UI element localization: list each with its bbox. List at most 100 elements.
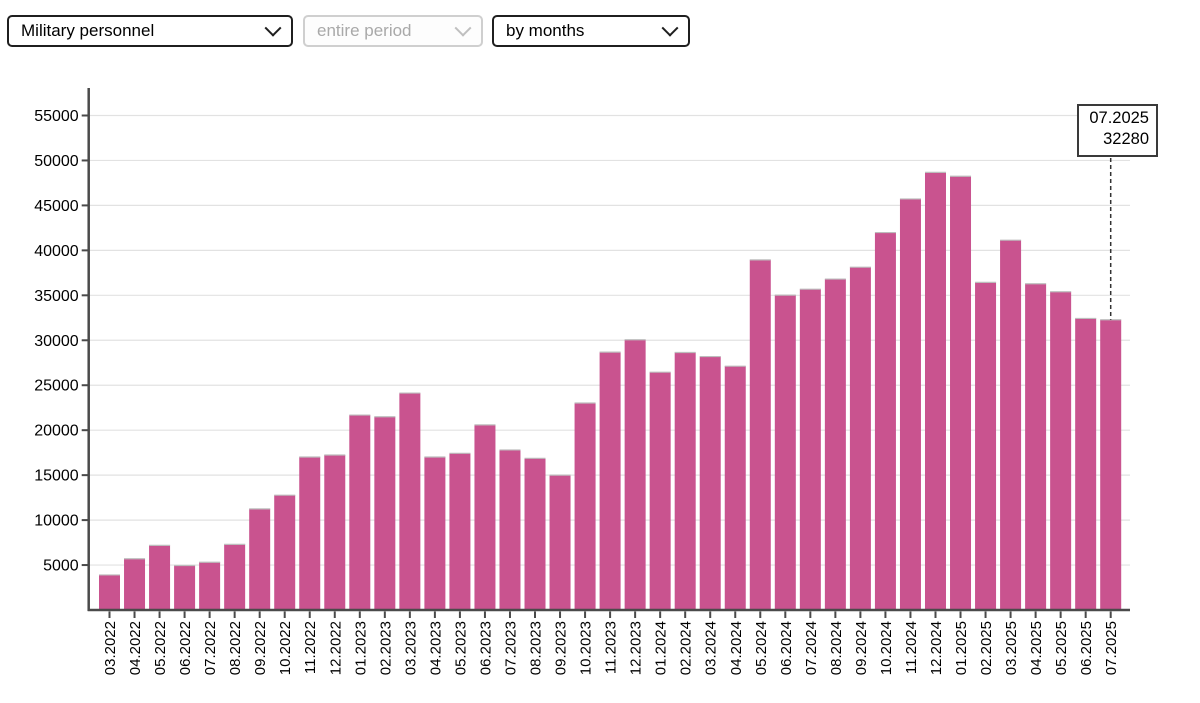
bar[interactable] bbox=[399, 393, 421, 610]
x-tick-label: 04.2022 bbox=[127, 621, 144, 675]
x-tick-label: 10.2023 bbox=[578, 621, 595, 675]
x-tick-label: 02.2025 bbox=[978, 621, 995, 675]
bar[interactable] bbox=[449, 453, 471, 610]
bar[interactable] bbox=[975, 282, 997, 610]
x-tick-label: 12.2024 bbox=[928, 621, 945, 675]
bar[interactable] bbox=[424, 456, 446, 610]
tooltip-date: 07.2025 bbox=[1089, 109, 1149, 127]
x-tick-label: 04.2023 bbox=[427, 621, 444, 675]
x-tick-label: 03.2022 bbox=[102, 621, 119, 675]
x-tick-label: 06.2022 bbox=[177, 621, 194, 675]
x-tick-label: 04.2024 bbox=[728, 621, 745, 675]
bar[interactable] bbox=[649, 372, 671, 610]
bar[interactable] bbox=[274, 495, 296, 610]
x-tick-label: 03.2024 bbox=[703, 621, 720, 675]
y-tick-label: 35000 bbox=[34, 288, 79, 305]
bar[interactable] bbox=[699, 356, 721, 610]
x-tick-label: 07.2025 bbox=[1103, 621, 1120, 675]
x-tick-label: 08.2023 bbox=[528, 621, 545, 675]
x-tick-label: 06.2023 bbox=[477, 621, 494, 675]
bar[interactable] bbox=[1000, 240, 1022, 610]
bar[interactable] bbox=[349, 415, 371, 610]
x-tick-label: 09.2024 bbox=[853, 621, 870, 675]
dataset-select-value: Military personnel bbox=[21, 21, 155, 40]
bar[interactable] bbox=[124, 558, 146, 610]
y-tick-label: 25000 bbox=[34, 378, 79, 395]
x-tick-label: 12.2022 bbox=[327, 621, 344, 675]
bar[interactable] bbox=[374, 416, 396, 610]
y-tick-label: 55000 bbox=[34, 108, 79, 125]
x-tick-label: 03.2023 bbox=[402, 621, 419, 675]
x-tick-label: 07.2022 bbox=[202, 621, 219, 675]
x-tick-label: 07.2024 bbox=[803, 621, 820, 675]
bar[interactable] bbox=[499, 449, 521, 610]
bar[interactable] bbox=[624, 339, 646, 610]
x-tick-label: 10.2024 bbox=[878, 621, 895, 675]
x-tick-label: 05.2024 bbox=[753, 621, 770, 675]
x-tick-label: 01.2023 bbox=[352, 621, 369, 675]
x-tick-label: 05.2023 bbox=[452, 621, 469, 675]
bar[interactable] bbox=[149, 545, 171, 610]
x-tick-label: 07.2023 bbox=[502, 621, 519, 675]
bar[interactable] bbox=[224, 544, 246, 610]
bar[interactable] bbox=[874, 232, 896, 610]
bar[interactable] bbox=[1075, 318, 1097, 610]
bar[interactable] bbox=[1025, 283, 1047, 610]
y-tick-label: 30000 bbox=[34, 333, 79, 350]
bar[interactable] bbox=[924, 172, 946, 610]
bar[interactable] bbox=[799, 289, 821, 610]
bar[interactable] bbox=[1050, 291, 1072, 610]
bar[interactable] bbox=[1100, 319, 1122, 610]
x-tick-label: 04.2025 bbox=[1028, 621, 1045, 675]
x-tick-label: 06.2025 bbox=[1078, 621, 1095, 675]
bar[interactable] bbox=[674, 352, 696, 610]
bar[interactable] bbox=[174, 565, 196, 610]
bar[interactable] bbox=[524, 458, 546, 610]
y-tick-label: 20000 bbox=[34, 423, 79, 440]
y-tick-label: 15000 bbox=[34, 468, 79, 485]
granularity-select[interactable]: by months bbox=[492, 15, 690, 47]
bar[interactable] bbox=[549, 475, 571, 610]
y-tick-label: 40000 bbox=[34, 243, 79, 260]
x-tick-label: 11.2022 bbox=[302, 621, 319, 674]
x-tick-label: 11.2024 bbox=[903, 621, 920, 674]
y-tick-label: 45000 bbox=[34, 198, 79, 215]
x-tick-label: 09.2023 bbox=[553, 621, 570, 675]
x-tick-label: 05.2022 bbox=[152, 621, 169, 675]
x-tick-label: 02.2024 bbox=[678, 621, 695, 675]
bar[interactable] bbox=[299, 456, 321, 610]
period-select-value: entire period bbox=[317, 21, 412, 40]
bar[interactable] bbox=[824, 279, 846, 610]
bar[interactable] bbox=[749, 259, 771, 610]
bar[interactable] bbox=[774, 295, 796, 610]
bar[interactable] bbox=[950, 176, 972, 610]
x-tick-label: 06.2024 bbox=[778, 621, 795, 675]
x-tick-label: 01.2025 bbox=[953, 621, 970, 675]
x-tick-label: 05.2025 bbox=[1053, 621, 1070, 675]
y-tick-label: 50000 bbox=[34, 153, 79, 170]
dataset-select[interactable]: Military personnel bbox=[7, 15, 293, 47]
tooltip-value: 32280 bbox=[1103, 130, 1149, 149]
bar[interactable] bbox=[599, 352, 621, 610]
y-tick-label: 5000 bbox=[43, 558, 79, 575]
x-tick-label: 11.2023 bbox=[603, 621, 620, 674]
y-tick-label: 10000 bbox=[34, 513, 79, 530]
period-select: entire period bbox=[303, 15, 483, 47]
x-tick-label: 09.2022 bbox=[252, 621, 269, 675]
bar[interactable] bbox=[899, 198, 921, 610]
bar[interactable] bbox=[249, 508, 271, 610]
chart-tooltip: 07.2025 32280 bbox=[1077, 104, 1158, 157]
bar[interactable] bbox=[324, 454, 346, 610]
bar[interactable] bbox=[724, 366, 746, 610]
bar[interactable] bbox=[474, 424, 496, 610]
x-tick-label: 08.2022 bbox=[227, 621, 244, 675]
bar[interactable] bbox=[849, 267, 871, 610]
bar[interactable] bbox=[574, 403, 596, 610]
granularity-select-value: by months bbox=[506, 21, 585, 40]
x-tick-label: 08.2024 bbox=[828, 621, 845, 675]
bar[interactable] bbox=[99, 574, 120, 610]
x-tick-label: 10.2022 bbox=[277, 621, 294, 675]
bar[interactable] bbox=[199, 562, 221, 610]
